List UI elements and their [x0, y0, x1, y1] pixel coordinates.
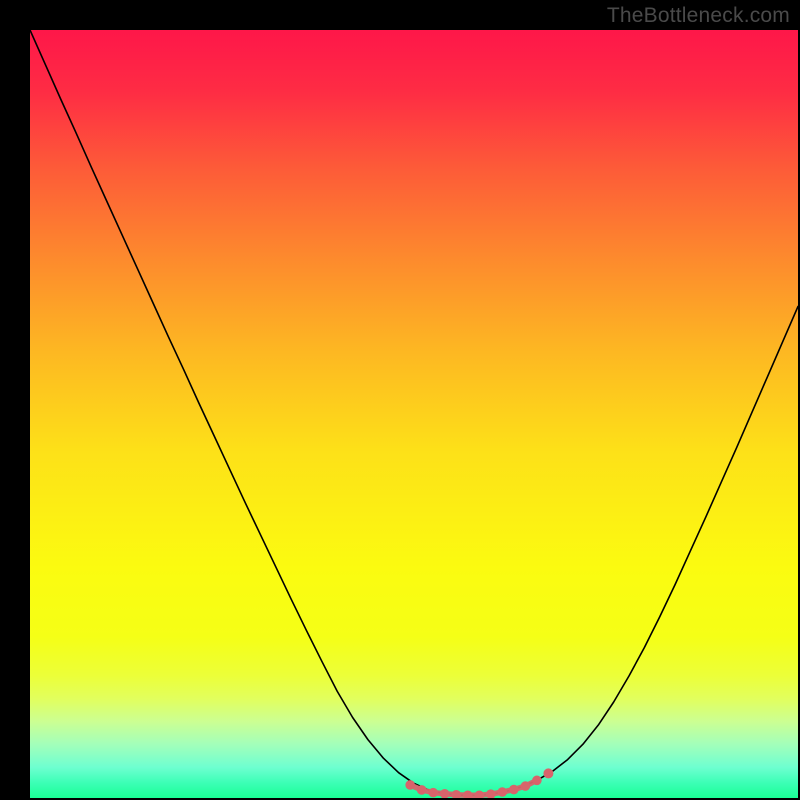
plot-frame — [0, 0, 800, 800]
highlighted-series — [30, 30, 798, 798]
watermark-text: TheBottleneck.com — [607, 4, 790, 28]
plot-area — [30, 30, 798, 798]
